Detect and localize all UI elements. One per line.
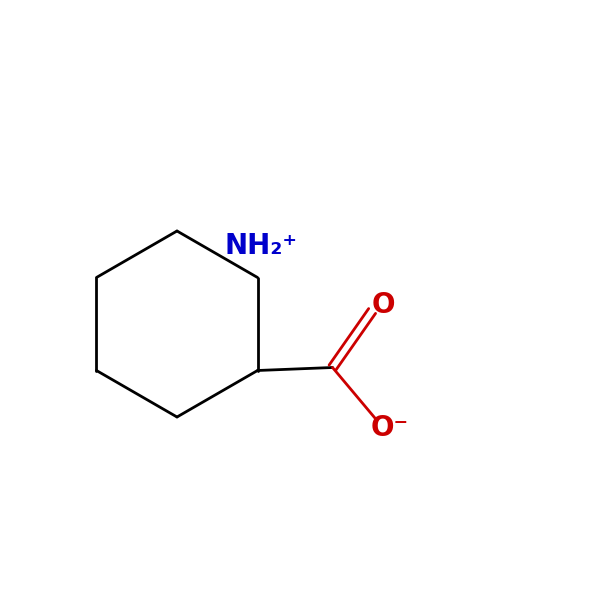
Text: O: O xyxy=(371,291,395,319)
Text: NH₂⁺: NH₂⁺ xyxy=(224,232,297,260)
Text: O⁻: O⁻ xyxy=(371,413,409,442)
